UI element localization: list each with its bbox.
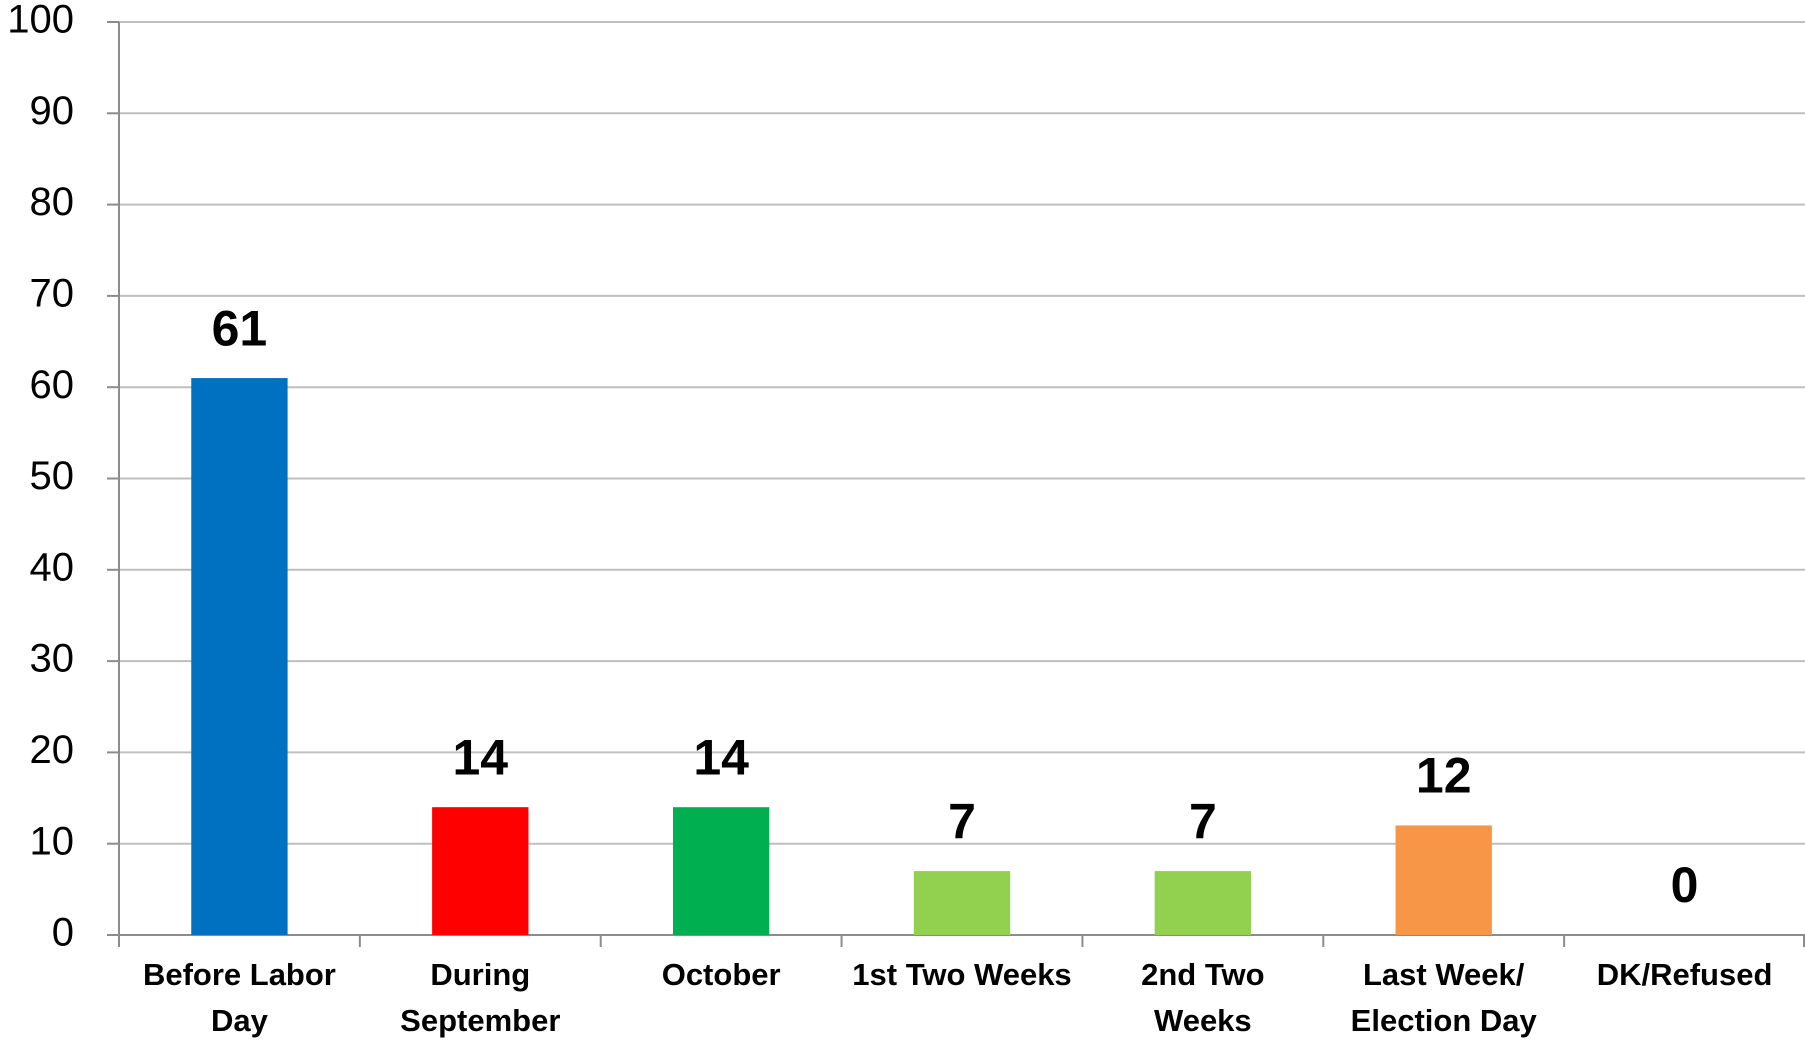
data-label: 7 xyxy=(1189,793,1217,849)
x-tick-label: 1st Two Weeks xyxy=(852,957,1072,992)
bar xyxy=(913,871,1011,935)
y-tick-label: 60 xyxy=(30,363,75,407)
y-tick-label: 80 xyxy=(30,180,75,224)
data-label: 12 xyxy=(1416,748,1472,804)
x-tick-label: Last Week/ Election Day xyxy=(1350,957,1537,1038)
data-label: 7 xyxy=(948,793,976,849)
y-tick-label: 0 xyxy=(52,911,74,955)
data-label: 14 xyxy=(452,729,508,785)
bar xyxy=(432,807,529,935)
x-tick-label: Before Labor Day xyxy=(142,957,336,1038)
y-tick-label: 50 xyxy=(30,454,75,498)
bar xyxy=(1395,825,1492,935)
data-label: 14 xyxy=(693,729,749,785)
y-tick-label: 90 xyxy=(30,89,75,133)
y-tick-label: 30 xyxy=(30,637,75,681)
data-label: 61 xyxy=(212,300,268,356)
y-tick-label: 40 xyxy=(30,545,75,589)
x-tick-label: October xyxy=(661,957,781,992)
y-tick-label: 100 xyxy=(7,0,74,42)
x-tick-label: DK/Refused xyxy=(1596,957,1773,992)
x-tick-label: 2nd Two Weeks xyxy=(1141,957,1265,1038)
y-tick-label: 10 xyxy=(30,819,75,863)
x-tick-label: During September xyxy=(400,957,561,1038)
bar xyxy=(672,807,770,935)
bar xyxy=(191,378,288,935)
y-tick-label: 20 xyxy=(30,728,75,772)
y-tick-label: 70 xyxy=(30,271,75,315)
bar xyxy=(1154,871,1252,935)
data-label: 0 xyxy=(1671,857,1699,913)
